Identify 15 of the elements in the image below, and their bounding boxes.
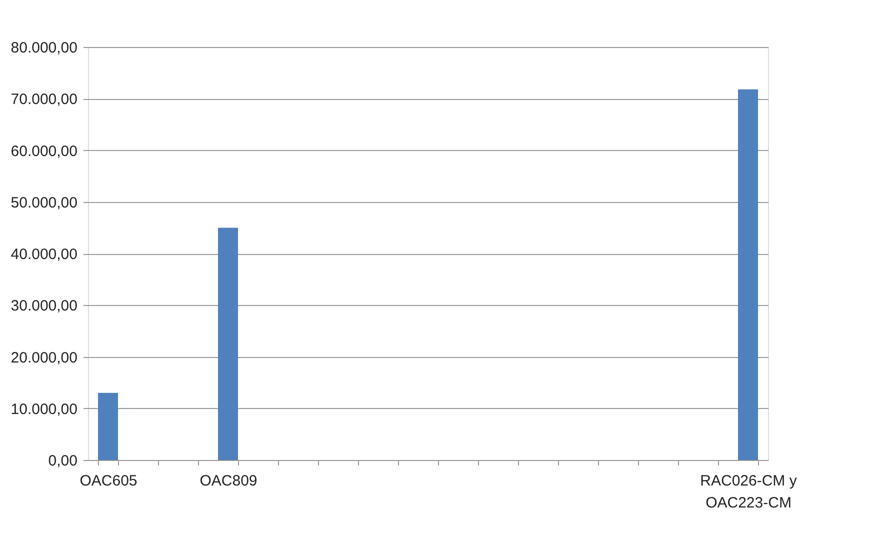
bar xyxy=(738,89,758,460)
y-tick-label: 0,00 xyxy=(48,452,78,470)
y-tick-label: 20.000,00 xyxy=(10,349,78,366)
y-tick-label: 10.000,00 xyxy=(10,400,78,418)
x-tick-label: OAC809 xyxy=(200,472,258,490)
y-tick-label: 50.000,00 xyxy=(10,194,78,212)
y-tick-label: 60.000,00 xyxy=(10,142,78,160)
bar xyxy=(218,228,238,460)
x-tick-label: RAC026-CM y OAC223-CM xyxy=(700,472,798,512)
y-tick-label: 70.000,00 xyxy=(10,91,78,108)
y-tick-label: 40.000,00 xyxy=(10,246,78,263)
y-tick-label: 80.000,00 xyxy=(10,40,78,56)
x-tick-label: OAC605 xyxy=(80,472,138,490)
y-tick-label: 30.000,00 xyxy=(10,298,78,315)
bar xyxy=(98,392,118,460)
